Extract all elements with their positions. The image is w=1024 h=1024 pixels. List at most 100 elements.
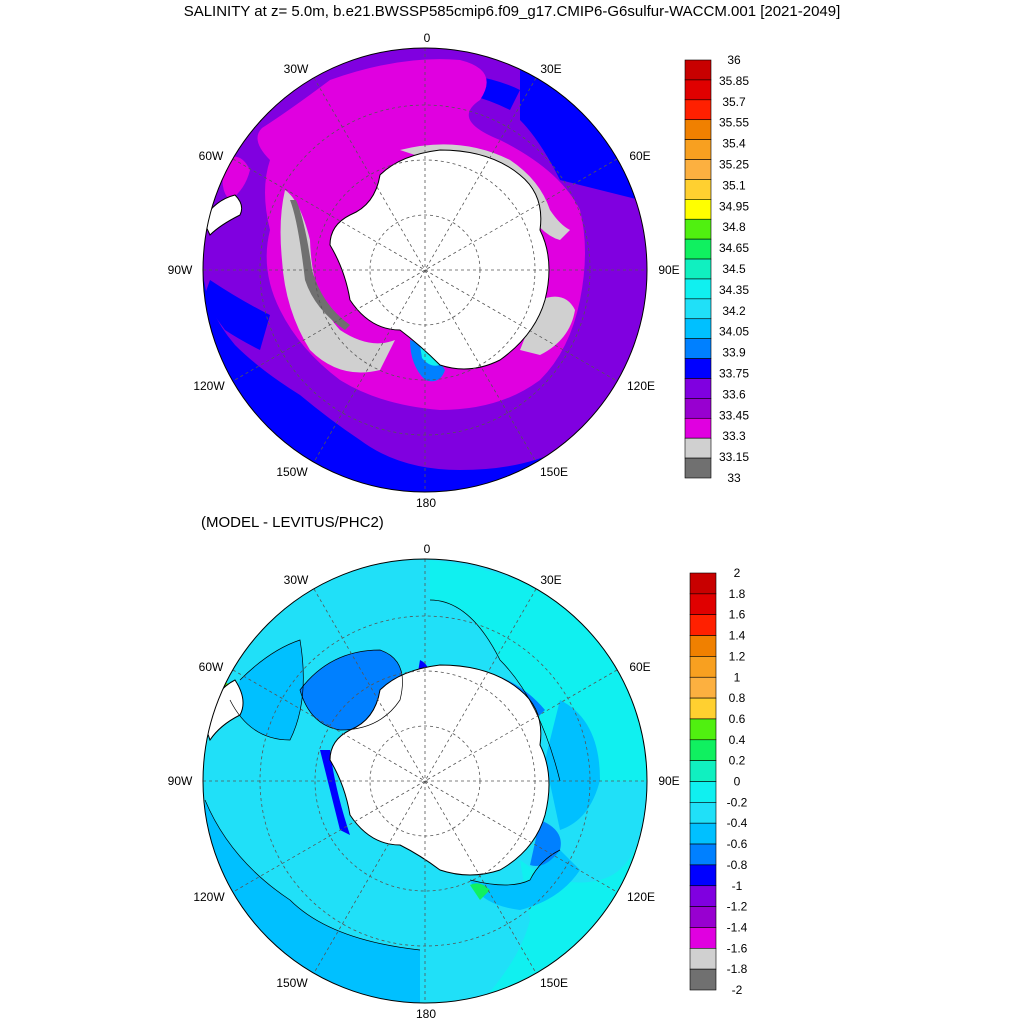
colorbar-label: 35.4	[722, 137, 746, 151]
colorbar-swatch	[684, 119, 712, 140]
colorbar-label: 34.65	[719, 241, 749, 255]
top-colorbar: 36 35.85 35.7 35.55 35.4 35.25 35.1 34.95 34.8 34…	[684, 53, 749, 485]
colorbar-label: 35.25	[719, 158, 749, 172]
colorbar-label: 36	[727, 53, 741, 67]
lon-label: 180	[416, 496, 436, 510]
colorbar-swatch	[689, 864, 717, 887]
colorbar-swatch	[684, 338, 712, 359]
lon-label: 60E	[629, 149, 650, 163]
colorbar-swatch	[684, 258, 712, 280]
colorbar-swatch	[684, 318, 712, 339]
lon-label: 150W	[276, 465, 308, 479]
colorbar-swatch	[689, 676, 717, 699]
lon-label: 0	[424, 542, 431, 556]
lon-label: 90W	[168, 263, 193, 277]
difference-subtitle: (MODEL - LEVITUS/PHC2)	[201, 514, 384, 531]
colorbar-label: 35.7	[722, 95, 746, 109]
colorbar-label: -2	[732, 983, 743, 997]
colorbar-label: 34.05	[719, 325, 749, 339]
colorbar-swatch	[684, 417, 712, 439]
colorbar-swatch	[684, 139, 712, 160]
bottom-polar-map	[203, 559, 647, 1003]
colorbar-swatch	[684, 358, 712, 379]
colorbar-label: 0.6	[729, 712, 746, 726]
colorbar-label: -1.2	[727, 900, 748, 914]
colorbar-swatch	[689, 927, 717, 949]
colorbar-swatch	[684, 378, 712, 399]
colorbar-swatch	[689, 843, 717, 866]
lon-label: 90E	[658, 263, 679, 277]
colorbar-swatch	[689, 802, 717, 824]
colorbar-swatch	[684, 79, 712, 101]
colorbar-swatch	[684, 238, 712, 260]
colorbar-swatch	[684, 199, 712, 220]
lon-label: 150E	[540, 465, 568, 479]
colorbar-label: 35.55	[719, 116, 749, 130]
colorbar-label: 35.1	[722, 178, 746, 192]
lon-label: 30E	[540, 62, 561, 76]
colorbar-swatch	[684, 179, 712, 200]
lon-label: 120E	[627, 379, 655, 393]
lon-label: 150E	[540, 976, 568, 990]
colorbar-swatch	[689, 739, 717, 761]
colorbar-label: 34.95	[719, 199, 749, 213]
colorbar-label: -1.8	[727, 962, 748, 976]
colorbar-swatch	[684, 218, 712, 240]
bottom-colorbar: 2 1.8 1.6 1.4 1.2 1 0.8 0.6 0.4 0.2 0 -0.2 -0.4 -0.6 -…	[689, 566, 748, 997]
colorbar-swatch	[689, 781, 717, 803]
colorbar-swatch	[684, 59, 712, 81]
lon-label: 180	[416, 1007, 436, 1021]
colorbar-label: 1	[734, 670, 741, 684]
colorbar-label: 33	[727, 471, 741, 485]
colorbar-swatch	[689, 656, 717, 678]
colorbar-label: -0.8	[727, 858, 748, 872]
lon-label: 90E	[658, 774, 679, 788]
colorbar-swatch	[684, 298, 712, 320]
colorbar-label: 1.2	[729, 649, 746, 663]
colorbar-swatch	[684, 437, 712, 459]
lon-label: 60W	[199, 149, 224, 163]
colorbar-label: 1.4	[729, 629, 746, 643]
colorbar-swatch	[689, 593, 717, 615]
colorbar-label: 34.2	[722, 304, 746, 318]
lon-label: 120W	[193, 890, 225, 904]
colorbar-label: 33.45	[719, 408, 749, 422]
colorbar-swatch	[689, 635, 717, 657]
colorbar-label: -0.4	[727, 816, 748, 830]
colorbar-swatch	[684, 457, 712, 479]
map-title: SALINITY at z= 5.0m, b.e21.BWSSP585cmip6…	[183, 3, 841, 20]
colorbar-swatch	[689, 968, 717, 991]
colorbar-label: 1.6	[729, 608, 746, 622]
colorbar-label: 0	[734, 775, 741, 789]
colorbar-swatch	[689, 572, 717, 595]
colorbar-label: -1.4	[727, 920, 748, 934]
colorbar-label: 33.6	[722, 387, 746, 401]
lon-label: 120W	[193, 379, 225, 393]
colorbar-label: 34.5	[722, 262, 746, 276]
colorbar-swatch	[689, 885, 717, 907]
colorbar-swatch	[689, 718, 717, 741]
colorbar-swatch	[684, 99, 712, 121]
lon-label: 120E	[627, 890, 655, 904]
lon-label: 30W	[284, 62, 309, 76]
lon-label: 60E	[629, 660, 650, 674]
colorbar-swatch	[684, 159, 712, 180]
lon-label: 150W	[276, 976, 308, 990]
colorbar-label: 0.8	[729, 691, 746, 705]
colorbar-label: 34.8	[722, 220, 746, 234]
lon-label: 30W	[284, 573, 309, 587]
top-polar-map	[203, 48, 647, 492]
colorbar-label: -1	[732, 879, 743, 893]
colorbar-swatch	[689, 614, 717, 636]
lon-label: 30E	[540, 573, 561, 587]
colorbar-label: 35.85	[719, 74, 749, 88]
colorbar-label: -0.6	[727, 837, 748, 851]
lon-label: 60W	[199, 660, 224, 674]
colorbar-label: 0.4	[729, 733, 746, 747]
colorbar-label: 33.3	[722, 429, 746, 443]
colorbar-label: 2	[734, 566, 741, 580]
colorbar-swatch	[689, 906, 717, 928]
colorbar-label: -0.2	[727, 795, 748, 809]
colorbar-label: -1.6	[727, 941, 748, 955]
